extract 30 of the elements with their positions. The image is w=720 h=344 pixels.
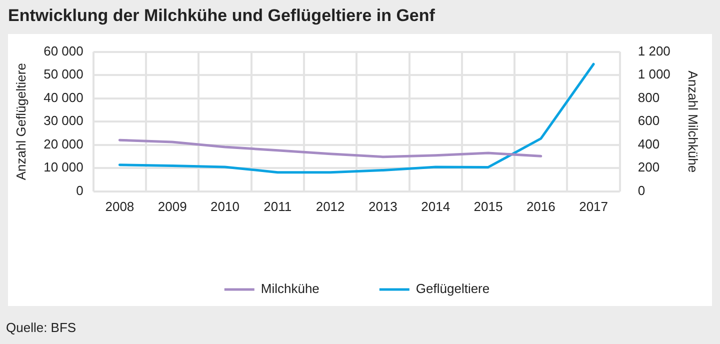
legend-label: Geflügeltiere xyxy=(416,281,490,296)
x-tick-label: 2008 xyxy=(105,198,134,214)
y2-axis-title: Anzahl Milchkühe xyxy=(686,70,701,173)
y-tick-label: 40 000 xyxy=(44,90,84,105)
y2-tick-label: 800 xyxy=(638,90,660,105)
y-tick-label: 30 000 xyxy=(44,113,84,128)
y2-tick-label: 400 xyxy=(638,136,660,152)
source-note: Quelle: BFS xyxy=(6,320,76,335)
x-tick-label: 2017 xyxy=(579,198,608,214)
y-tick-label: 60 000 xyxy=(44,43,84,58)
y-tick-label: 20 000 xyxy=(44,136,84,152)
x-tick-label: 2013 xyxy=(368,198,398,214)
x-tick-label: 2015 xyxy=(474,198,503,214)
x-tick-label: 2010 xyxy=(210,198,240,214)
y2-tick-label: 0 xyxy=(638,182,646,198)
x-tick-label: 2012 xyxy=(316,198,345,214)
y-tick-label: 10 000 xyxy=(44,160,84,175)
y2-tick-label: 600 xyxy=(638,113,660,128)
y-tick-label: 0 xyxy=(76,182,84,198)
chart-title: Entwicklung der Milchkühe und Geflügeltiere in Genf xyxy=(8,6,435,26)
y2-tick-label: 1 000 xyxy=(638,66,670,82)
legend-label: Milchkühe xyxy=(260,281,320,296)
y2-tick-label: 200 xyxy=(638,160,660,175)
x-tick-label: 2011 xyxy=(264,198,292,214)
y-axis-title: Anzahl Geflügeltiere xyxy=(13,63,28,180)
x-tick-label: 2016 xyxy=(526,198,556,214)
y2-tick-label: 1 200 xyxy=(638,43,670,58)
x-tick-label: 2014 xyxy=(421,198,450,214)
x-tick-label: 2009 xyxy=(158,198,187,214)
y-tick-label: 50 000 xyxy=(44,66,84,82)
